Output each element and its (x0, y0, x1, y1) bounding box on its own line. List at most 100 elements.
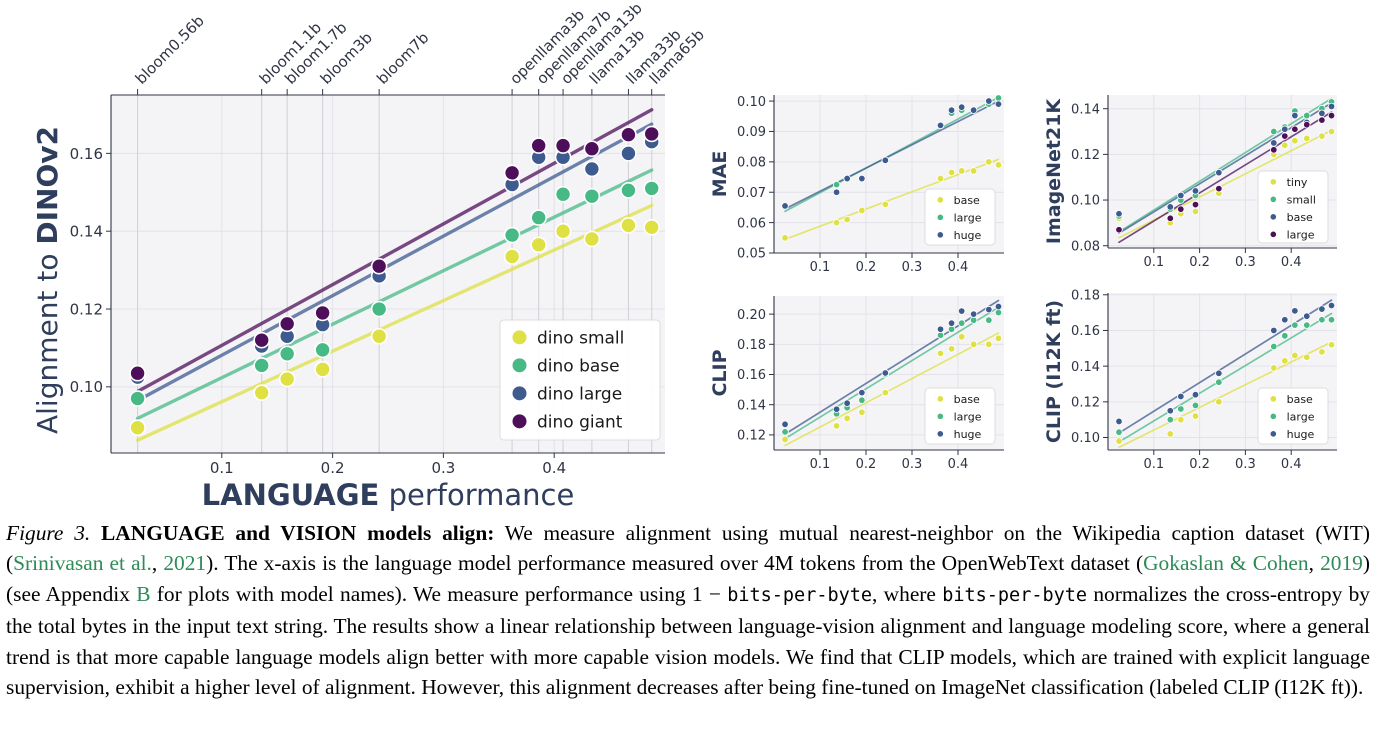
data-point-large (994, 308, 1003, 317)
data-point-base (1215, 168, 1223, 177)
citation-year-2021[interactable]: 2021 (163, 551, 207, 576)
y-tick-label: 0.16 (70, 145, 103, 163)
data-point-tiny (1281, 141, 1289, 149)
data-point-base (994, 334, 1003, 342)
data-point-dino-small (370, 327, 388, 345)
data-point-base (1191, 187, 1200, 195)
data-point-huge (881, 156, 890, 165)
data-point-base (1281, 357, 1289, 365)
data-point-large (1303, 120, 1311, 129)
citation-link-gokaslan[interactable]: Gokaslan & Cohen (1143, 551, 1309, 576)
data-point-base (843, 215, 851, 224)
data-point-large (957, 319, 966, 327)
data-point-huge (994, 100, 1003, 108)
legend-marker (511, 329, 528, 346)
fit-line-dino-small (135, 203, 654, 442)
legend-marker (1269, 213, 1278, 221)
caption-text: for plots with model names). We measure … (150, 581, 728, 606)
y-tick-label: 0.08 (1071, 239, 1100, 254)
data-point-dino-giant (643, 125, 661, 143)
data-point-dino-base (314, 341, 331, 359)
data-point-base (1291, 111, 1299, 120)
x-tick-label: 0.3 (1235, 457, 1256, 472)
data-point-dino-base (620, 182, 637, 199)
chart-clip: 0.1 0.2 0.3 0.4 0.12 0.14 0.16 0.18 0.20 CLIP base… (709, 296, 1004, 472)
data-point-dino-small (530, 236, 547, 254)
legend-marker (936, 196, 945, 204)
data-point-dino-small (253, 384, 270, 401)
data-point-large (1115, 226, 1123, 234)
data-point-dino-small (620, 217, 637, 234)
citation-year-2019[interactable]: 2019 (1320, 551, 1363, 576)
data-point-base (1281, 125, 1289, 133)
legend-label: base (1287, 393, 1313, 406)
x-tick-label: 0.1 (210, 459, 234, 477)
data-point-small (1303, 111, 1311, 120)
caption-text: , (1308, 551, 1321, 576)
citation-link-srinivasan[interactable]: Srinivasan et al. (13, 551, 152, 576)
data-point-base (781, 435, 789, 444)
data-point-huge (832, 405, 841, 413)
data-point-huge (947, 319, 956, 327)
caption-text: ). The x-axis is the language model perf… (206, 551, 1144, 576)
y-tick-label: 0.16 (737, 368, 766, 383)
data-point-base (1166, 430, 1174, 438)
data-point-dino-giant (253, 331, 270, 349)
data-point-base (1191, 412, 1200, 420)
legend-label: large (954, 410, 982, 423)
data-point-base (1270, 139, 1278, 147)
data-point-dino-base (253, 357, 270, 374)
data-point-huge (985, 305, 993, 314)
caption-heading: LANGUAGE and VISION models align: (101, 521, 495, 545)
legend-marker (936, 213, 945, 222)
top-model-label: bloom7b (373, 29, 432, 88)
data-point-huge (1303, 312, 1311, 320)
legend-label: dino base (537, 356, 620, 376)
legend-box (924, 188, 996, 246)
data-point-large (1318, 316, 1326, 324)
legend-marker (511, 385, 528, 402)
data-point-huge (969, 106, 978, 114)
data-point-large (858, 396, 866, 404)
data-point-base (858, 206, 866, 215)
appendix-link[interactable]: B (136, 581, 151, 606)
data-point-dino-giant (129, 364, 146, 382)
data-point-base (858, 408, 866, 416)
x-tick-label: 0.4 (1281, 255, 1302, 270)
x-tick-label: 0.1 (1143, 457, 1164, 472)
data-point-dino-large (583, 160, 601, 178)
data-point-tiny (1318, 132, 1326, 140)
legend-marker (936, 231, 945, 239)
data-point-base (1115, 210, 1123, 218)
data-point-base (1166, 203, 1174, 211)
data-point-dino-base (554, 185, 572, 203)
data-point-dino-giant (278, 315, 296, 333)
data-point-base (881, 388, 890, 397)
data-point-large (1327, 111, 1336, 120)
legend-marker (511, 357, 528, 374)
y-axis-label-prefix: Alignment to (31, 245, 64, 434)
data-point-dino-small (314, 361, 331, 378)
data-point-large (832, 180, 841, 189)
x-tick-label: 0.2 (856, 260, 877, 275)
data-point-dino-base (503, 226, 521, 244)
legend-marker (936, 395, 945, 403)
data-point-base (781, 234, 789, 242)
data-point-base (1215, 398, 1223, 406)
data-point-tiny (1191, 207, 1200, 216)
x-axis-label-rest: performance (379, 478, 574, 512)
legend-marker (1269, 395, 1278, 403)
legend-label: tiny (1287, 176, 1308, 189)
data-point-large (994, 94, 1003, 102)
data-point-base (969, 167, 978, 175)
data-point-dino-small (503, 248, 521, 265)
data-point-huge (985, 97, 993, 105)
y-tick-label: 0.14 (1071, 102, 1100, 117)
x-tick-label: 0.4 (542, 459, 566, 477)
data-point-dino-small (278, 370, 296, 388)
data-point-large (1281, 332, 1289, 340)
fit-line-base (1118, 102, 1333, 235)
data-point-dino-small (643, 219, 661, 236)
legend-marker (1269, 178, 1278, 186)
data-point-dino-base (370, 300, 388, 318)
